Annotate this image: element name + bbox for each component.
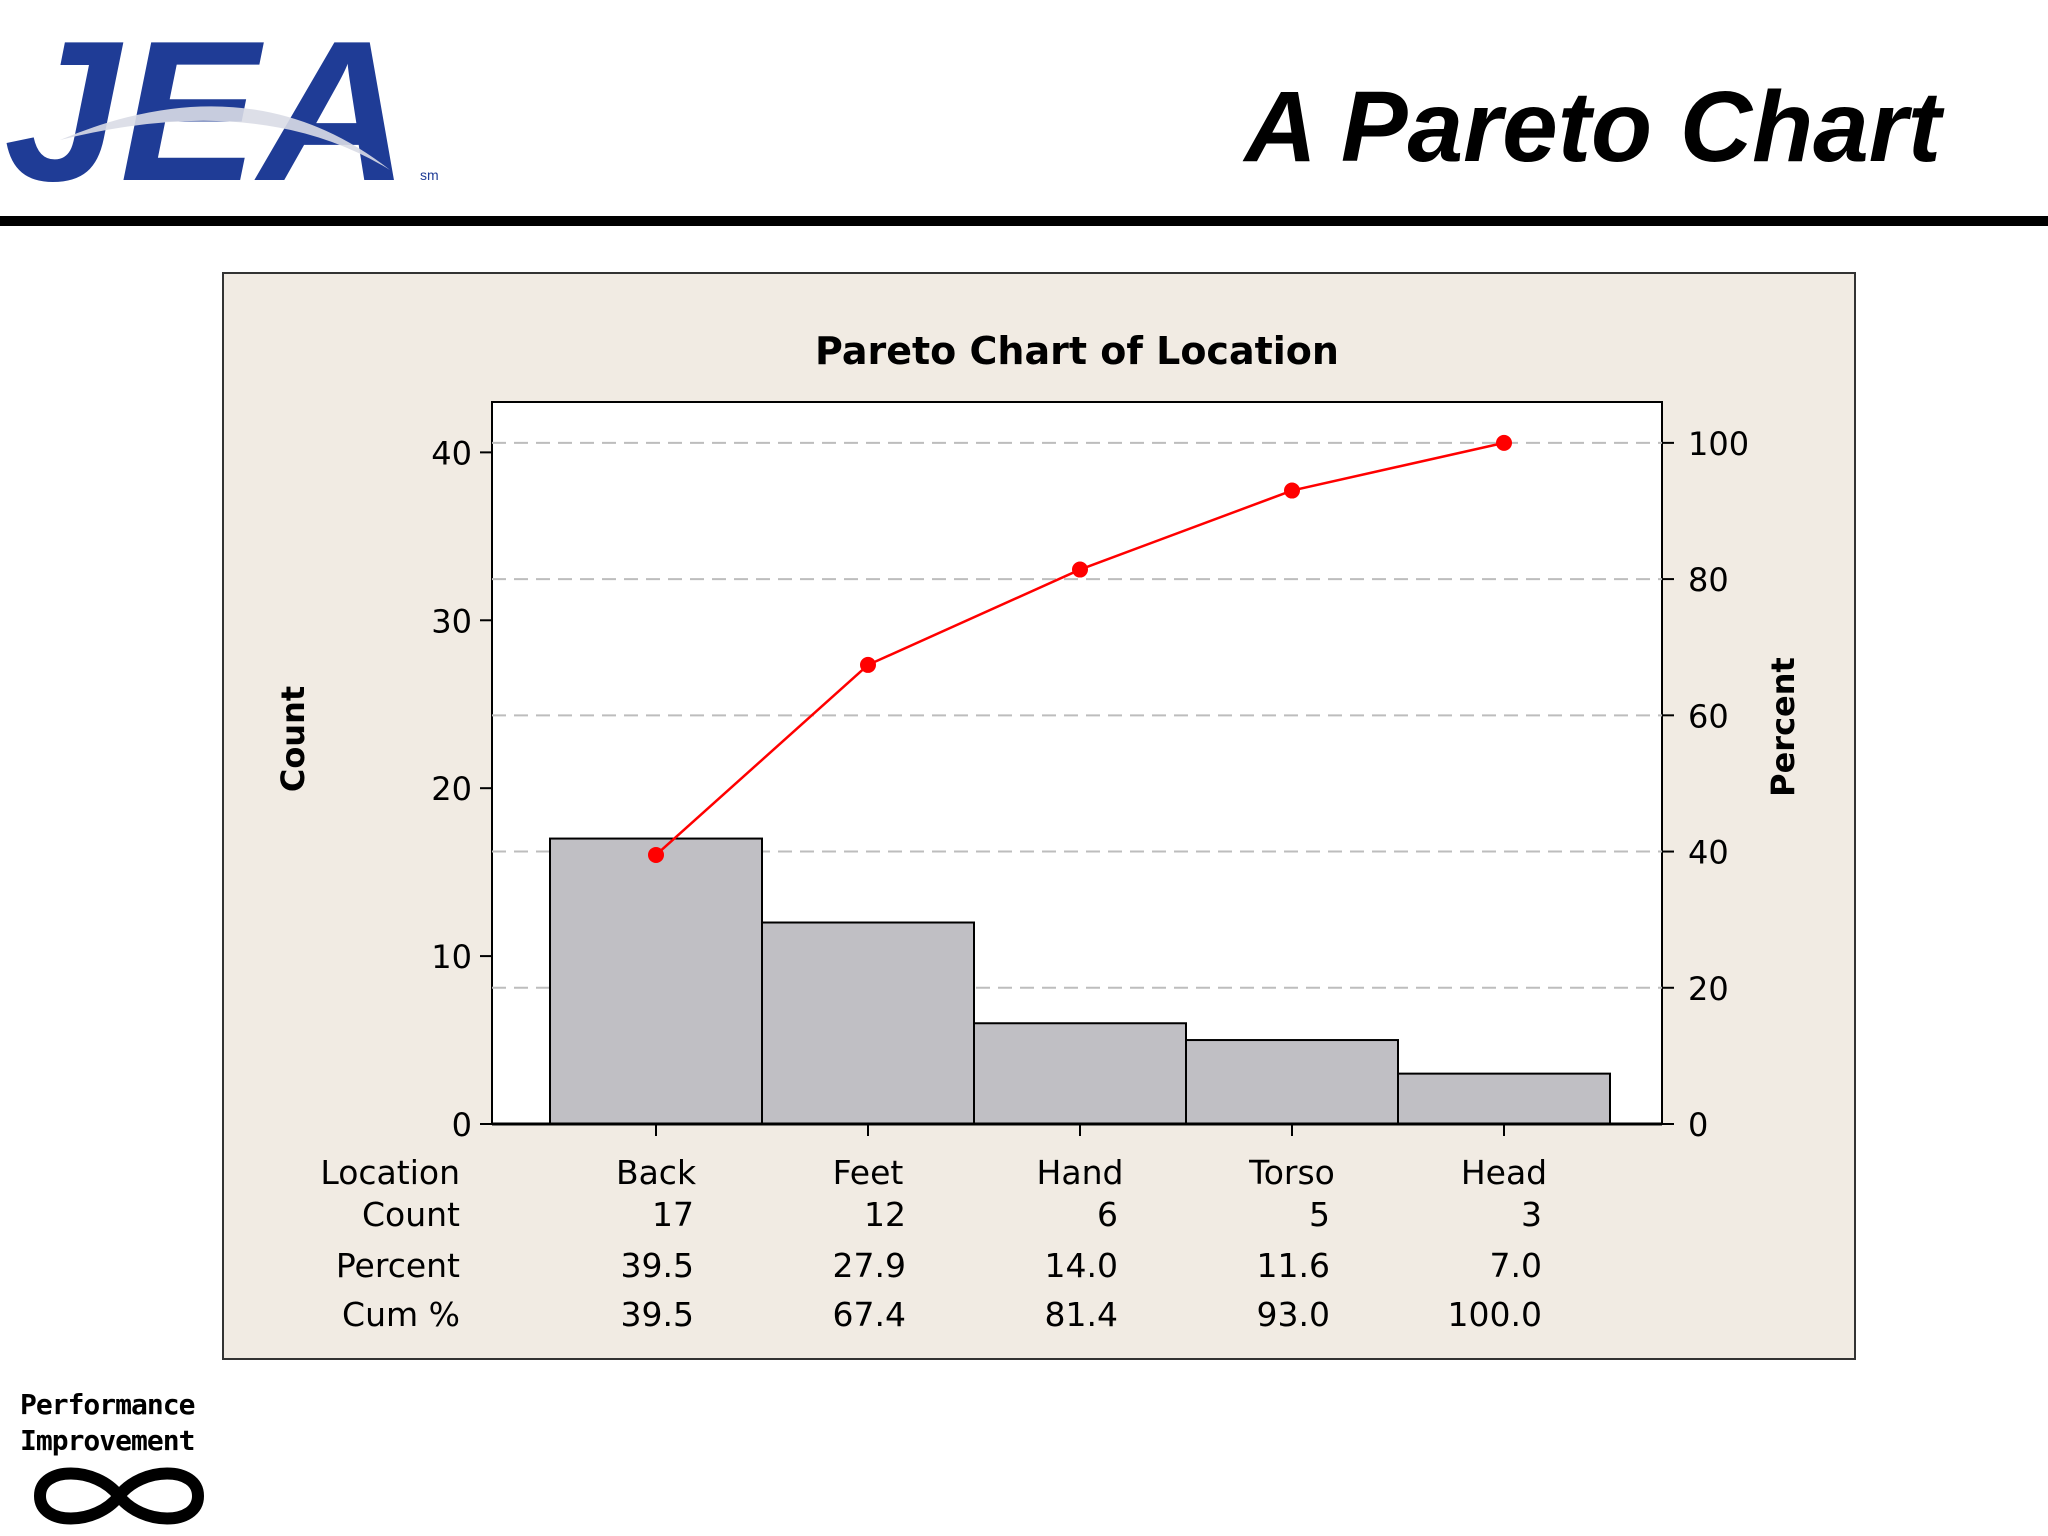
bar xyxy=(973,1022,1187,1125)
table-row-label: Percent xyxy=(336,1246,460,1285)
table-row-label: Cum % xyxy=(342,1295,460,1334)
y2-tick-label: 0 xyxy=(1688,1106,1708,1144)
table-cell: Torso xyxy=(1248,1153,1335,1192)
table-cell: 14.0 xyxy=(1045,1246,1118,1285)
chart-title: Pareto Chart of Location xyxy=(815,329,1339,373)
bar xyxy=(549,837,763,1126)
cumulative-point xyxy=(648,846,664,863)
table-cell: 67.4 xyxy=(833,1295,906,1334)
logo-service-mark: sm xyxy=(420,167,439,183)
table-cell: 11.6 xyxy=(1257,1246,1330,1285)
y2-axis-label: Percent xyxy=(1764,657,1802,797)
table-cell: Head xyxy=(1461,1153,1547,1192)
table-cell: 7.0 xyxy=(1490,1246,1542,1285)
y2-tick-label: 20 xyxy=(1688,970,1729,1008)
y-tick-label: 20 xyxy=(431,770,472,808)
table-cell: 100.0 xyxy=(1448,1295,1542,1334)
table-cell: 12 xyxy=(864,1195,906,1234)
table-cell: 6 xyxy=(1097,1195,1118,1234)
y-tick-label: 10 xyxy=(431,938,472,976)
table-cell: Back xyxy=(616,1153,697,1192)
table-cell: 39.5 xyxy=(621,1295,694,1334)
y-axis-label: Count xyxy=(274,686,312,792)
y2-tick-label: 80 xyxy=(1688,561,1729,599)
table-cell: 3 xyxy=(1521,1195,1542,1234)
table-row-label: Count xyxy=(362,1195,460,1234)
table-cell: 81.4 xyxy=(1045,1295,1118,1334)
footer-logo-line-2: Improvement xyxy=(20,1424,195,1457)
chart-panel: 0 10 20 30 40 0 20 40 60 80 100 Location Count Perce… xyxy=(222,272,1856,1360)
table-cell: Feet xyxy=(833,1153,904,1192)
table-cell: 27.9 xyxy=(833,1246,906,1285)
table-cell: 39.5 xyxy=(621,1246,694,1285)
cumulative-point xyxy=(1072,561,1088,578)
infinity-icon xyxy=(33,1467,205,1525)
jea-logo: JEA sm xyxy=(4,20,439,200)
y-tick-label: 40 xyxy=(431,434,472,472)
y2-tick-label: 60 xyxy=(1688,697,1729,735)
table-cell: 5 xyxy=(1309,1195,1330,1234)
title-divider xyxy=(0,216,2048,226)
bar xyxy=(1397,1072,1611,1126)
cumulative-point xyxy=(860,656,876,673)
y2-tick-label: 40 xyxy=(1688,834,1729,872)
y-tick-label: 30 xyxy=(431,602,472,640)
table-cell: 93.0 xyxy=(1257,1295,1330,1334)
logo-swoosh xyxy=(60,106,390,170)
footer-logo-line-1: Performance xyxy=(20,1388,195,1421)
cumulative-point xyxy=(1496,434,1512,451)
table-cell: 17 xyxy=(652,1195,694,1234)
cumulative-point xyxy=(1284,482,1300,499)
slide-title: A Pareto Chart xyxy=(1244,71,1941,183)
y-tick-label: 0 xyxy=(452,1106,472,1144)
table-cell: Hand xyxy=(1037,1153,1124,1192)
bar xyxy=(1185,1039,1399,1125)
y2-tick-label: 100 xyxy=(1688,425,1749,463)
bar xyxy=(761,921,975,1126)
table-row-label: Location xyxy=(320,1153,460,1192)
